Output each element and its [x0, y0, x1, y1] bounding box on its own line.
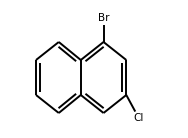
Text: Cl: Cl	[134, 113, 144, 123]
Text: Br: Br	[98, 13, 109, 23]
